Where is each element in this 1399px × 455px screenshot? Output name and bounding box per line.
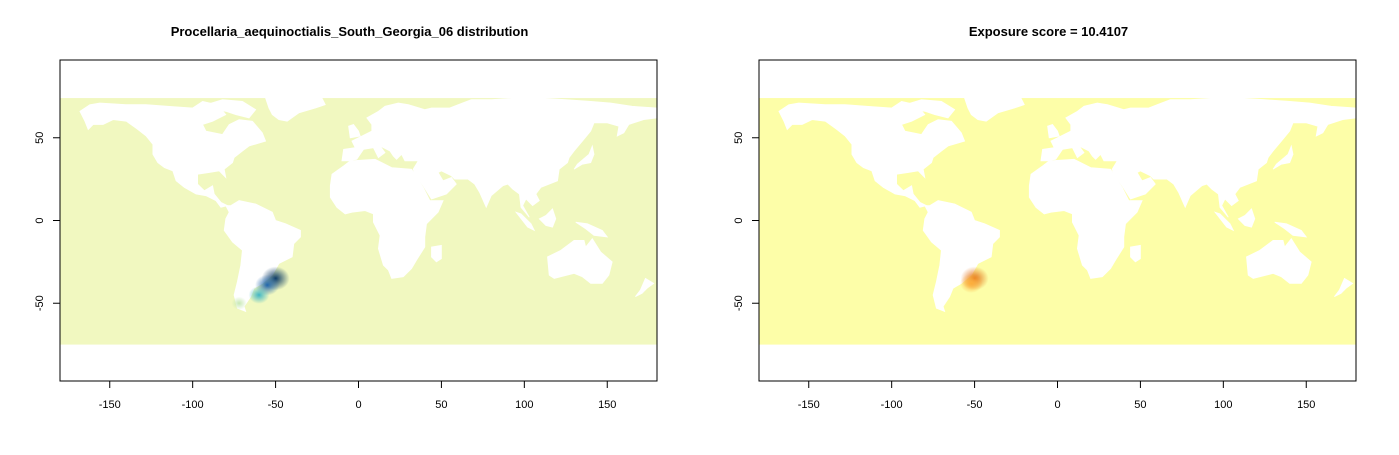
distribution-map-plot: -150 -100 -50 0 50 100 150 -50 0 50 — [34, 59, 658, 411]
exposure-y-tick-label: 0 — [733, 217, 745, 223]
distribution-land-borneo — [538, 208, 557, 228]
exposure-land-africa — [1028, 158, 1143, 279]
distribution-land-north-america — [79, 100, 267, 208]
exposure-y-tick-label: 50 — [733, 132, 745, 144]
distribution-land-japan — [573, 144, 595, 170]
distribution-x-tick-label: -150 — [99, 399, 121, 411]
exposure-x-tick-label: 100 — [1214, 399, 1232, 411]
distribution-land-madagascar — [431, 244, 442, 263]
distribution-x-tick-label: 0 — [355, 399, 361, 411]
exposure-land-greenland — [964, 97, 1025, 122]
distribution-land-new-zealand — [635, 277, 655, 297]
exposure-land-borneo — [1237, 208, 1256, 228]
distribution-land-australia — [547, 238, 613, 284]
distribution-land-africa — [329, 158, 444, 279]
distribution-hotspot — [231, 296, 247, 310]
exposure-x-tick-label: -100 — [881, 399, 903, 411]
distribution-x-tick-label: 150 — [598, 399, 616, 411]
distribution-y-tick-label: -50 — [34, 295, 46, 311]
distribution-land-eurasia — [341, 97, 658, 218]
exposure-land-new-guinea — [1274, 221, 1308, 238]
exposure-x-tick-label: 50 — [1134, 399, 1146, 411]
exposure-map-panel: Exposure score = 10.4107 -150 -100 -50 0 50 1… — [699, 0, 1398, 455]
exposure-y-tick-label: -50 — [733, 295, 745, 311]
distribution-map-panel: Procellaria_aequinoctialis_South_Georgia… — [0, 0, 699, 455]
exposure-hotspot — [959, 273, 983, 293]
distribution-x-tick-label: -50 — [268, 399, 284, 411]
distribution-x-tick-label: -100 — [182, 399, 204, 411]
exposure-land-eurasia — [1040, 97, 1357, 218]
exposure-x-tick-label: -150 — [798, 399, 820, 411]
distribution-hotspot — [248, 286, 270, 304]
distribution-land-great-britain — [348, 124, 361, 139]
exposure-land-madagascar — [1130, 244, 1141, 263]
distribution-map-title: Procellaria_aequinoctialis_South_Georgia… — [170, 24, 529, 39]
distribution-x-tick-label: 50 — [435, 399, 447, 411]
exposure-land-south-america — [922, 200, 1000, 313]
exposure-x-tick-label: -50 — [967, 399, 983, 411]
exposure-land-australia — [1246, 238, 1312, 284]
distribution-land-sumatra — [514, 211, 536, 232]
exposure-land-sumatra — [1213, 211, 1235, 232]
exposure-map-title: Exposure score = 10.4107 — [968, 24, 1129, 39]
exposure-land-new-zealand — [1334, 277, 1354, 297]
exposure-land-north-america — [778, 100, 966, 208]
distribution-y-tick-label: 0 — [34, 217, 46, 223]
exposure-x-tick-label: 0 — [1054, 399, 1060, 411]
distribution-y-tick-label: 50 — [34, 132, 46, 144]
distribution-land-baffin-island — [205, 99, 257, 119]
exposure-x-tick-label: 150 — [1297, 399, 1315, 411]
distribution-land-greenland — [265, 97, 326, 122]
exposure-land-japan — [1272, 144, 1294, 170]
exposure-map-plot: -150 -100 -50 0 50 100 150 -50 0 50 — [733, 59, 1357, 411]
distribution-x-tick-label: 100 — [515, 399, 533, 411]
distribution-land-new-guinea — [575, 221, 609, 238]
exposure-land-great-britain — [1047, 124, 1060, 139]
exposure-land-baffin-island — [904, 99, 956, 119]
